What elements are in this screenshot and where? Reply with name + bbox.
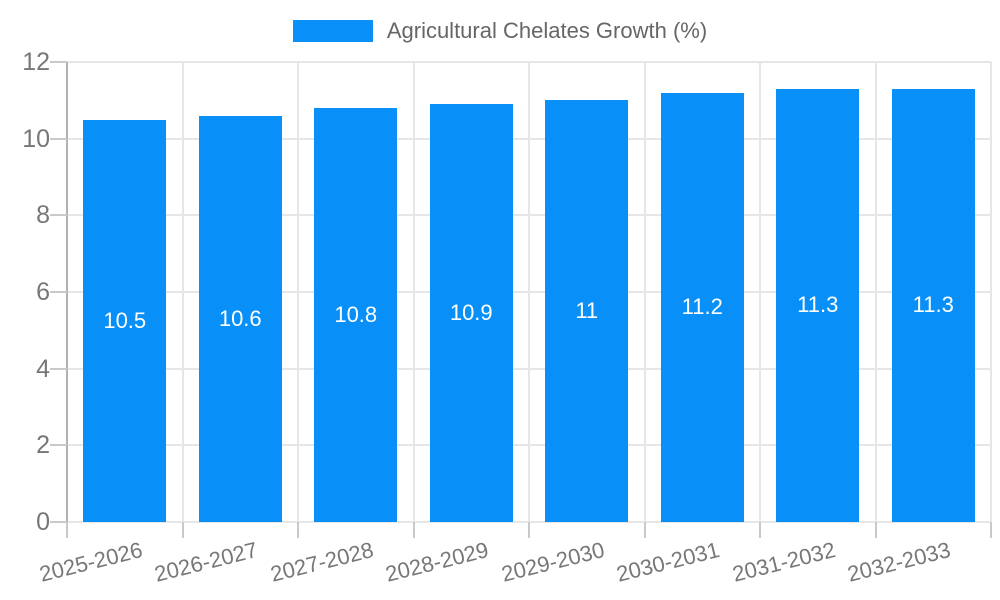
gridline-vertical xyxy=(297,62,299,522)
x-tick-label: 2026-2027 xyxy=(151,537,261,587)
bar[interactable] xyxy=(429,104,513,522)
bar[interactable] xyxy=(198,115,282,522)
bar-value-label: 10.6 xyxy=(218,305,262,331)
x-axis-tick xyxy=(528,522,530,538)
x-tick-label: 2031-2032 xyxy=(729,537,838,587)
y-axis-tick xyxy=(50,367,67,370)
y-tick-label: 6 xyxy=(36,278,50,306)
x-tick-label: 2027-2028 xyxy=(267,537,376,587)
y-tick-label: 2 xyxy=(36,431,50,460)
gridline-vertical xyxy=(874,62,877,522)
x-axis-tick xyxy=(66,522,68,538)
gridline-vertical xyxy=(528,62,530,522)
x-tick-label: 2028-2029 xyxy=(382,537,492,587)
gridline-vertical xyxy=(990,62,992,522)
x-axis-tick xyxy=(990,522,992,538)
bar[interactable] xyxy=(314,108,398,522)
y-tick-label: 0 xyxy=(36,508,50,536)
x-tick-label: 2025-2026 xyxy=(36,537,145,587)
x-tick-label: 2030-2031 xyxy=(613,537,723,587)
x-tick-label: 2029-2030 xyxy=(498,537,607,587)
y-axis-tick xyxy=(50,521,67,523)
legend-swatch xyxy=(292,20,373,42)
y-axis-tick xyxy=(50,214,67,217)
x-axis-tick xyxy=(759,522,761,538)
bar-value-label: 11.3 xyxy=(797,292,839,318)
bar[interactable] xyxy=(660,92,744,522)
y-axis-tick xyxy=(50,61,67,63)
legend-label: Agricultural Chelates Growth (%) xyxy=(386,18,708,43)
plot-area: 10.5 10.6 10.8 10.9 11 11.2 11.3 11.3 xyxy=(67,61,992,523)
y-tick-label: 4 xyxy=(36,354,50,383)
gridline-vertical xyxy=(181,62,184,522)
gridline-vertical xyxy=(643,62,646,522)
bar-value-label: 10.5 xyxy=(103,307,147,333)
bar[interactable] xyxy=(545,100,629,522)
y-axis-tick xyxy=(50,291,67,293)
gridline-vertical xyxy=(412,62,415,522)
x-axis-tick xyxy=(297,522,299,538)
y-axis-tick xyxy=(50,444,67,447)
bar-value-label: 11.3 xyxy=(912,292,954,318)
legend[interactable]: Agricultural Chelates Growth (%) xyxy=(0,17,1000,45)
x-axis-tick xyxy=(874,522,877,538)
y-axis-line xyxy=(66,62,68,538)
y-axis-tick xyxy=(50,137,67,140)
gridline-vertical xyxy=(759,62,761,522)
x-axis-tick xyxy=(181,522,184,538)
bar-value-label: 10.9 xyxy=(449,300,493,326)
bar-value-label: 10.8 xyxy=(334,302,378,327)
y-tick-label: 12 xyxy=(22,48,50,76)
bar[interactable] xyxy=(83,119,167,522)
bar-value-label: 11 xyxy=(575,298,599,324)
bar[interactable] xyxy=(776,88,860,522)
y-tick-label: 10 xyxy=(22,124,50,153)
bar-value-label: 11.2 xyxy=(681,294,723,320)
x-tick-label: 2032-2033 xyxy=(844,537,954,587)
bar[interactable] xyxy=(891,88,975,522)
x-axis-tick xyxy=(412,522,415,538)
x-axis-tick xyxy=(643,522,646,538)
y-tick-label: 8 xyxy=(36,201,50,230)
